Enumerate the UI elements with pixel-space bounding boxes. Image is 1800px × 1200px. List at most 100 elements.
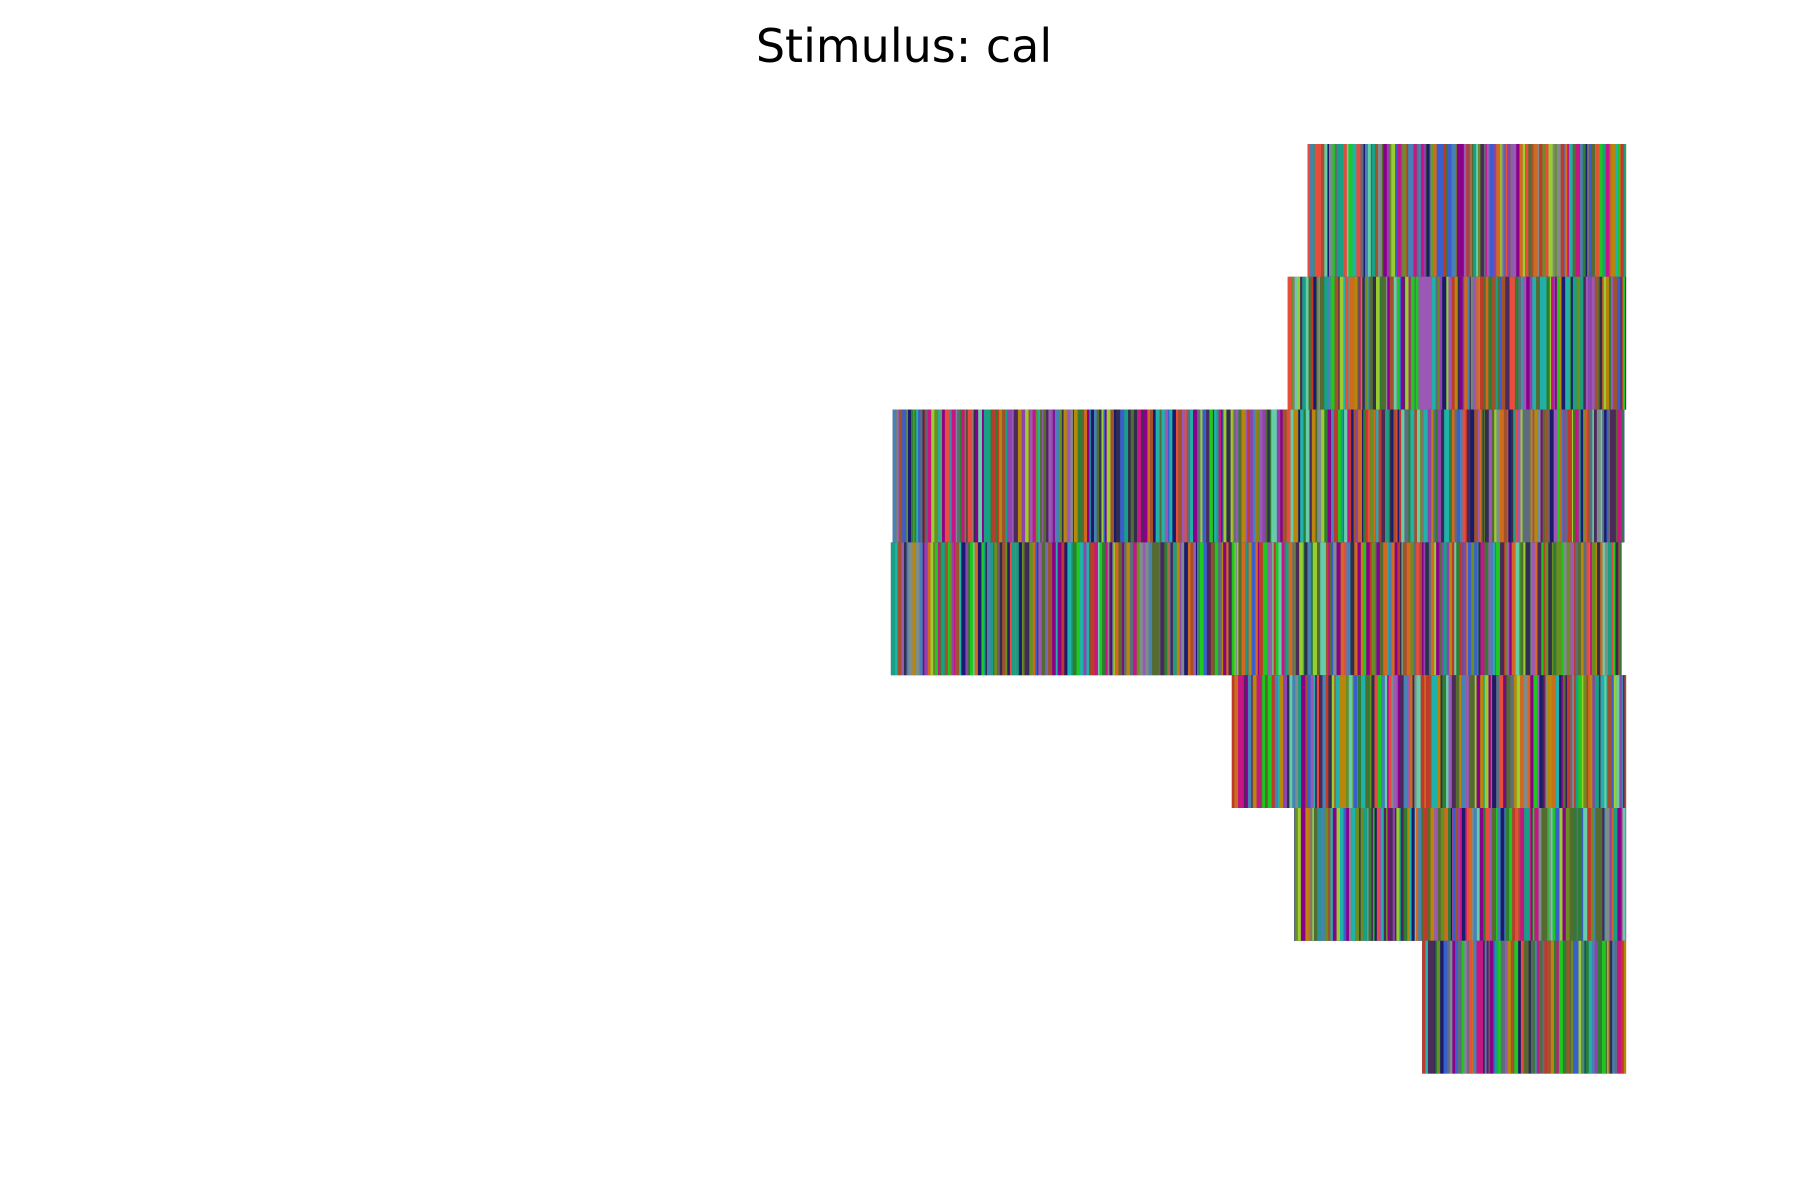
heatmap-cell — [1488, 675, 1491, 808]
heatmap-cell — [1618, 144, 1620, 277]
heatmap-cell — [1510, 144, 1513, 277]
heatmap-cell — [895, 542, 898, 676]
heatmap-cell — [1291, 276, 1294, 410]
heatmap-cell — [1588, 542, 1591, 676]
heatmap-cell — [1528, 940, 1532, 1074]
heatmap-cell — [1483, 144, 1486, 277]
heatmap-cell — [1449, 940, 1453, 1074]
heatmap-cell — [964, 409, 967, 543]
heatmap-cell — [1566, 940, 1571, 1074]
heatmap-cell — [1602, 542, 1606, 676]
heatmap-cell — [1327, 144, 1330, 277]
heatmap-cell — [1544, 144, 1549, 277]
heatmap-cell — [1514, 276, 1519, 410]
heatmap-cell — [1534, 409, 1538, 543]
heatmap-cell — [1308, 808, 1311, 941]
heatmap-cell — [1348, 675, 1353, 808]
heatmap-cell — [916, 409, 919, 543]
heatmap-cell — [1443, 144, 1446, 277]
heatmap-cell — [1483, 808, 1486, 941]
heatmap-cell — [1523, 675, 1528, 808]
heatmap-cell — [1035, 409, 1038, 543]
heatmap-cell — [920, 409, 923, 543]
heatmap-cell — [1447, 144, 1452, 277]
heatmap-cell — [1385, 276, 1388, 410]
heatmap-cell — [1595, 542, 1598, 676]
heatmap-cell — [1271, 409, 1274, 543]
heatmap-cell — [1573, 808, 1577, 941]
heatmap-cell — [1214, 409, 1217, 543]
heatmap-cell — [1598, 808, 1603, 941]
heatmap-cell — [1553, 276, 1556, 410]
heatmap-cell — [1587, 808, 1592, 941]
heatmap-cell — [1350, 542, 1355, 676]
heatmap-cell — [1313, 276, 1317, 410]
heatmap-cell — [1594, 276, 1599, 410]
heatmap-cell — [1482, 276, 1486, 410]
heatmap-cell — [1530, 409, 1533, 543]
heatmap-cell — [1550, 940, 1555, 1074]
heatmap-cell — [1448, 675, 1453, 808]
heatmap-cell — [1463, 144, 1467, 277]
heatmap-cell — [1346, 542, 1351, 676]
heatmap-cell — [1505, 808, 1510, 941]
heatmap-cell — [1499, 675, 1504, 808]
heatmap-cell — [1061, 542, 1065, 676]
heatmap-cell — [1574, 675, 1576, 808]
heatmap-cell — [1379, 542, 1384, 676]
heatmap-cell — [1480, 940, 1484, 1074]
heatmap-cell — [1566, 542, 1571, 676]
heatmap-cell — [1533, 675, 1538, 808]
heatmap-cell — [1548, 808, 1551, 941]
heatmap-cell — [1287, 675, 1290, 808]
heatmap-cell — [1161, 409, 1165, 543]
heatmap-cell — [1486, 940, 1489, 1074]
heatmap-cell — [1580, 276, 1584, 410]
heatmap-cell — [1557, 409, 1561, 543]
heatmap-cell — [1356, 144, 1361, 277]
heatmap-cell — [1480, 675, 1484, 808]
heatmap-cell — [1164, 542, 1168, 676]
heatmap-cell — [1265, 409, 1268, 543]
heatmap-cell — [1501, 276, 1506, 410]
heatmap-cell — [1571, 940, 1574, 1074]
heatmap-cell — [1507, 409, 1509, 543]
heatmap-cell — [1613, 808, 1618, 941]
heatmap-cell — [1465, 808, 1467, 941]
heatmap-cell — [1490, 940, 1494, 1074]
heatmap-cell — [1246, 542, 1249, 676]
heatmap-cell — [1370, 276, 1374, 410]
heatmap-cell — [1575, 675, 1579, 808]
heatmap-cell — [1245, 542, 1248, 676]
heatmap-cell — [1313, 675, 1316, 808]
heatmap-cell — [924, 409, 927, 543]
heatmap-cell — [1500, 808, 1505, 941]
heatmap-cell — [938, 409, 941, 543]
heatmap-cell — [1611, 675, 1614, 808]
heatmap-cell — [1231, 542, 1235, 676]
heatmap-cell — [1452, 542, 1455, 676]
heatmap-cell — [1494, 409, 1497, 543]
heatmap-cell — [1581, 675, 1584, 808]
heatmap-cell — [1251, 542, 1256, 676]
heatmap-cell — [1076, 542, 1081, 676]
heatmap-cell — [1534, 808, 1539, 941]
heatmap-cell — [1522, 276, 1525, 410]
heatmap-cell — [1164, 409, 1169, 543]
heatmap-cell — [1329, 144, 1333, 277]
heatmap-cell — [1606, 276, 1610, 410]
heatmap-cell — [1330, 808, 1333, 941]
heatmap-cell — [975, 409, 979, 543]
heatmap-cell — [1371, 675, 1375, 808]
heatmap-cell — [1221, 542, 1224, 676]
heatmap-cell — [912, 542, 917, 676]
heatmap-cell — [1398, 675, 1401, 808]
heatmap-cell — [1613, 409, 1617, 543]
heatmap-cell — [1414, 808, 1417, 941]
heatmap-cell — [1623, 675, 1625, 808]
heatmap-cell — [1103, 409, 1106, 543]
heatmap-cell — [1554, 144, 1557, 277]
heatmap-cell — [1434, 940, 1436, 1074]
heatmap-cell — [1133, 409, 1138, 543]
heatmap-cell — [1411, 808, 1415, 941]
